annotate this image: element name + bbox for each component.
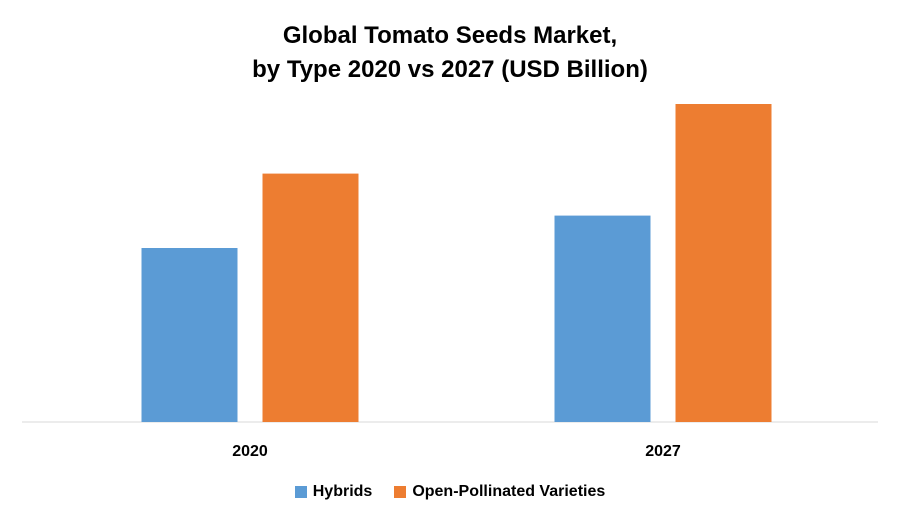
legend-swatch-hybrids: [294, 486, 307, 498]
chart-title-line-1: Global Tomato Seeds Market,: [282, 22, 618, 49]
legend-item-hybrids: Hybrids: [294, 483, 373, 501]
bar-open-pollinated-2020: [262, 173, 359, 422]
legend-swatch-open-pollinated: [394, 486, 407, 498]
x-tick-label-2020: 2020: [232, 443, 268, 460]
bar-open-pollinated-2027: [675, 104, 772, 422]
bar-hybrids-2027: [554, 215, 651, 422]
chart-title-line-2: by Type 2020 vs 2027 (USD Billion): [252, 56, 648, 83]
x-tick-label-2027: 2027: [645, 443, 681, 460]
legend-label-hybrids: Hybrids: [312, 483, 373, 500]
legend: Hybrids Open-Pollinated Varieties: [0, 483, 900, 501]
bar-hybrids-2020: [141, 248, 238, 422]
legend-item-open-pollinated: Open-Pollinated Varieties: [394, 483, 605, 501]
legend-label-open-pollinated: Open-Pollinated Varieties: [412, 483, 606, 500]
